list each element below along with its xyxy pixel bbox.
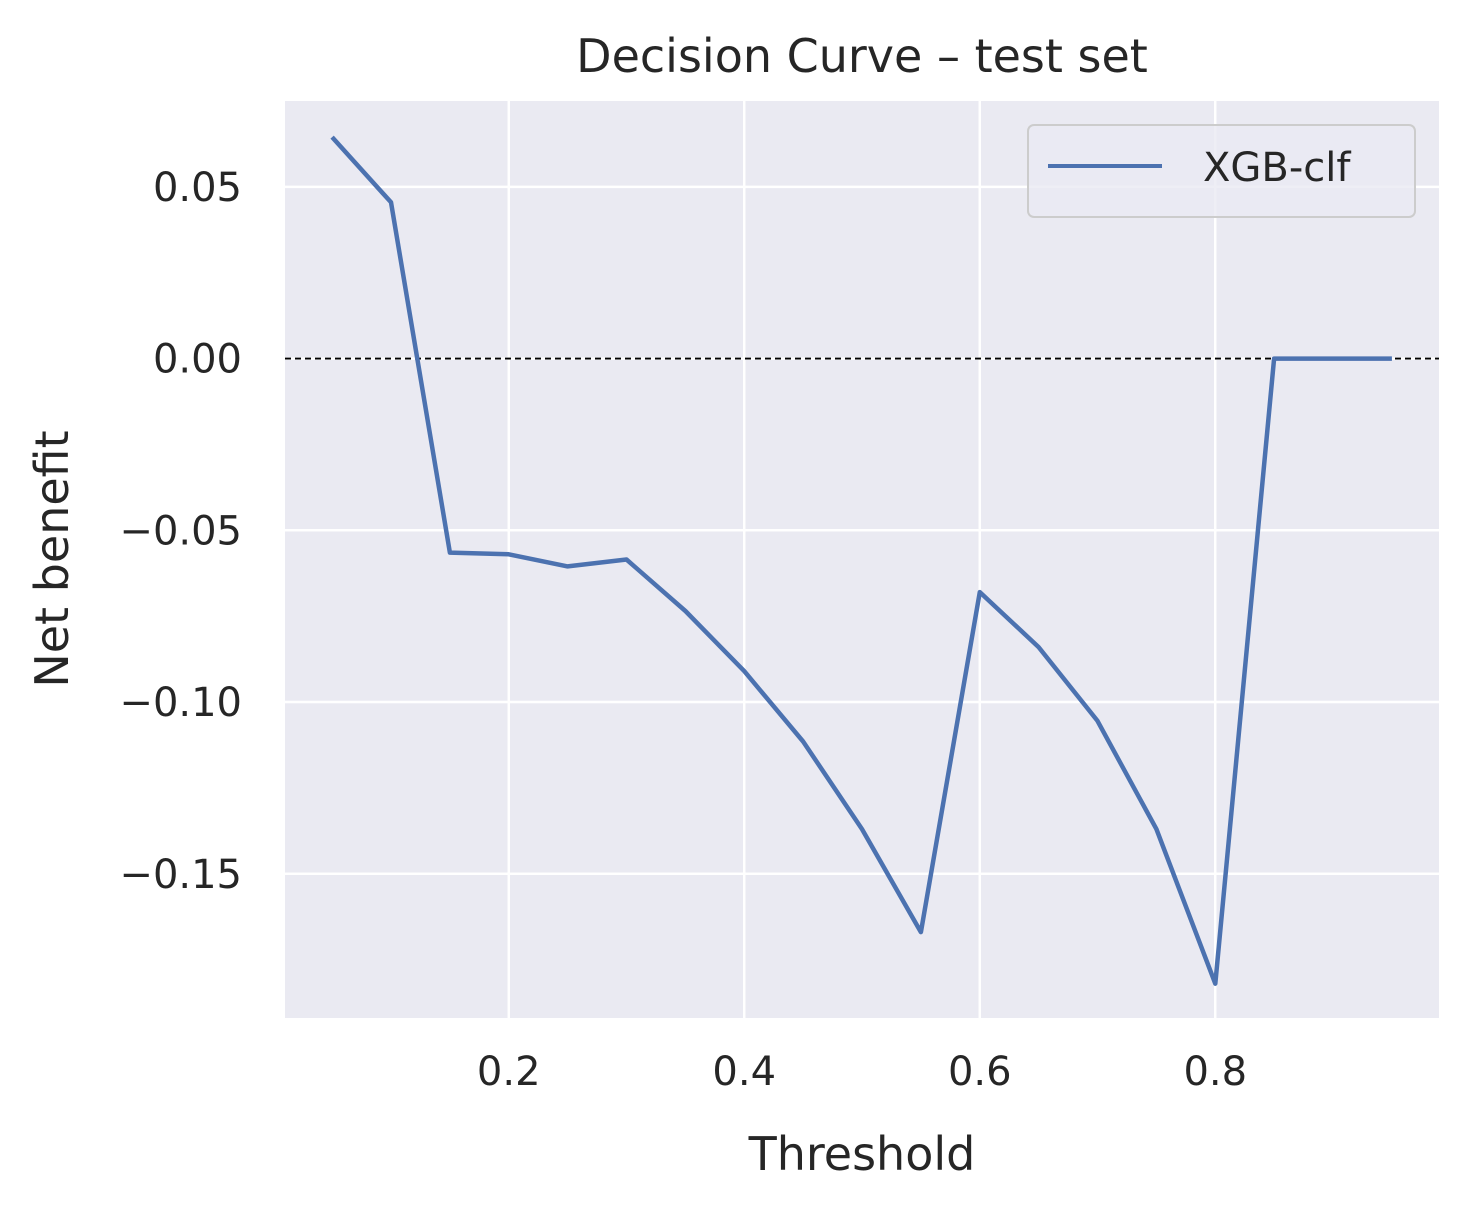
x-tick-labels: 0.2 0.4 0.6 0.8 (477, 1049, 1247, 1095)
chart-title: Decision Curve – test set (576, 29, 1148, 83)
y-tick-label: −0.10 (119, 680, 242, 726)
x-tick-label: 0.6 (948, 1049, 1012, 1095)
x-axis-label: Threshold (748, 1127, 976, 1181)
y-axis-label: Net benefit (25, 430, 79, 687)
legend: XGB-clf (1027, 124, 1416, 218)
plot-area (285, 101, 1439, 1018)
legend-box (1027, 124, 1416, 218)
x-tick-label: 0.8 (1183, 1049, 1247, 1095)
series-group (330, 135, 1392, 986)
x-tick-label: 0.4 (712, 1049, 776, 1095)
y-tick-label: 0.05 (153, 165, 242, 211)
x-tick-label: 0.2 (477, 1049, 541, 1095)
y-tick-label: −0.15 (119, 852, 242, 898)
legend-label-xgb-clf: XGB-clf (1203, 145, 1351, 191)
y-tick-labels: 0.05 0.00 −0.05 −0.10 −0.15 (119, 165, 242, 898)
y-tick-label: −0.05 (119, 508, 242, 554)
y-tick-label: 0.00 (153, 337, 242, 383)
